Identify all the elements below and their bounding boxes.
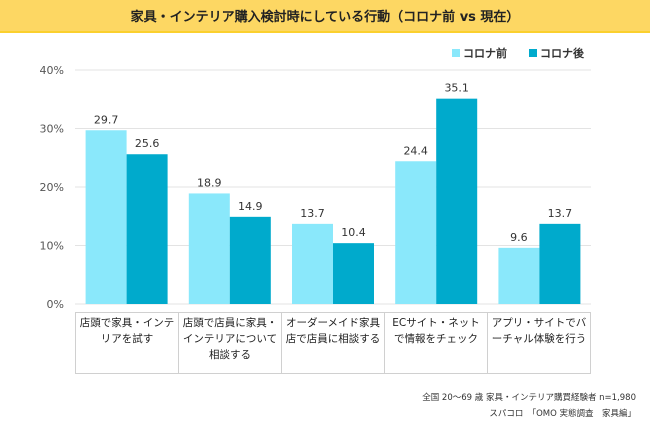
category-table: 店頭で家具・インテリアを試す 店頭で店員に家具・インテリアについて相談する オー… bbox=[75, 312, 591, 374]
bar-chart: 0% 10% 20% 30% 40% 29.7 18.9 13.7 24.4 9.6 25.6 14.… bbox=[40, 64, 591, 311]
data-label: 14.9 bbox=[238, 200, 263, 213]
category-label: ECサイト・ネットで情報をチェック bbox=[385, 313, 488, 373]
legend-swatch-after bbox=[529, 49, 537, 57]
y-tick-label: 20% bbox=[40, 181, 64, 194]
legend-label-before: コロナ前 bbox=[463, 47, 507, 60]
legend-swatch-before bbox=[452, 49, 460, 57]
category-label: 店頭で家具・インテリアを試す bbox=[76, 313, 179, 373]
y-tick-label: 30% bbox=[40, 123, 64, 136]
bar-after bbox=[539, 223, 581, 304]
source-line-1: 全国 20～69 歳 家具・インテリア購買経験者 n=1,980 bbox=[422, 393, 636, 403]
data-label: 13.7 bbox=[300, 207, 325, 220]
bar-before bbox=[85, 130, 127, 304]
data-label: 35.1 bbox=[444, 82, 469, 95]
source-line-2: スパコロ 「OMO 実態調査 家具編」 bbox=[489, 409, 636, 419]
data-label: 13.7 bbox=[548, 207, 573, 220]
y-tick-label: 0% bbox=[47, 298, 64, 311]
data-label: 24.4 bbox=[403, 144, 428, 157]
bar-before bbox=[498, 247, 540, 304]
category-label: 店頭で店員に家具・インテリアについて相談する bbox=[179, 313, 282, 373]
bar-after bbox=[126, 154, 168, 304]
category-label: オーダーメイド家具店で店員に相談する bbox=[282, 313, 385, 373]
legend-item-after: コロナ後 bbox=[529, 45, 584, 61]
y-tick-label: 10% bbox=[40, 240, 64, 253]
bar-after bbox=[436, 98, 478, 304]
legend-label-after: コロナ後 bbox=[540, 47, 584, 60]
chart-title: 家具・インテリア購入検討時にしている行動（コロナ前 vs 現在） bbox=[130, 10, 520, 25]
data-label: 18.9 bbox=[197, 176, 222, 189]
y-tick-label: 40% bbox=[40, 64, 64, 77]
data-label: 29.7 bbox=[94, 113, 119, 126]
legend: コロナ前 コロナ後 bbox=[452, 45, 584, 61]
bar-before bbox=[292, 223, 333, 304]
legend-item-before: コロナ前 bbox=[452, 45, 507, 61]
data-label: 10.4 bbox=[341, 226, 366, 239]
data-label: 9.6 bbox=[510, 231, 528, 244]
data-label: 25.6 bbox=[135, 137, 160, 150]
title-bar: 家具・インテリア購入検討時にしている行動（コロナ前 vs 現在） bbox=[0, 0, 650, 33]
bar-before bbox=[188, 193, 230, 304]
bar-after bbox=[229, 216, 271, 304]
bar-before bbox=[395, 161, 437, 304]
category-label: アプリ・サイトでバーチャル体験を行う bbox=[491, 317, 587, 345]
bar-after bbox=[333, 243, 374, 304]
